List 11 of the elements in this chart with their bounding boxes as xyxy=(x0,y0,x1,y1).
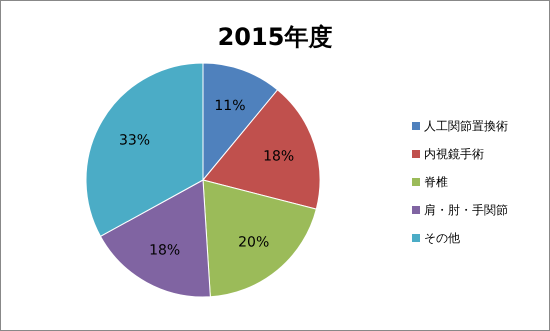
legend-label: 脊椎 xyxy=(424,175,448,189)
legend-label: 肩・肘・手関節 xyxy=(424,203,508,217)
data-label: 33% xyxy=(118,132,150,148)
data-label: 18% xyxy=(149,242,180,259)
legend-label: その他 xyxy=(424,231,460,245)
data-label: 11% xyxy=(214,98,246,114)
legend-label: 人工関節置換術 xyxy=(424,119,508,133)
data-label: 18% xyxy=(263,148,294,164)
data-label: 20% xyxy=(238,234,270,250)
legend-label: 内視鏡手術 xyxy=(424,147,484,161)
chart-title: 2015年度 xyxy=(218,23,332,51)
